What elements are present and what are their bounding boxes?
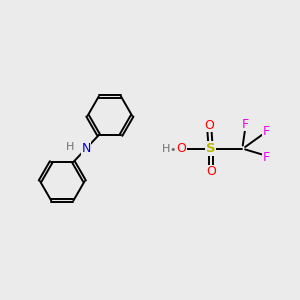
Text: F: F xyxy=(242,118,249,130)
Text: S: S xyxy=(206,142,216,155)
Text: H: H xyxy=(66,142,74,152)
Text: F: F xyxy=(263,125,270,138)
Text: O: O xyxy=(205,119,214,132)
Text: H: H xyxy=(162,143,170,154)
Text: N: N xyxy=(81,142,91,155)
Text: •: • xyxy=(169,145,176,155)
Text: F: F xyxy=(263,151,270,164)
Text: O: O xyxy=(206,165,216,178)
Text: O: O xyxy=(176,142,186,155)
